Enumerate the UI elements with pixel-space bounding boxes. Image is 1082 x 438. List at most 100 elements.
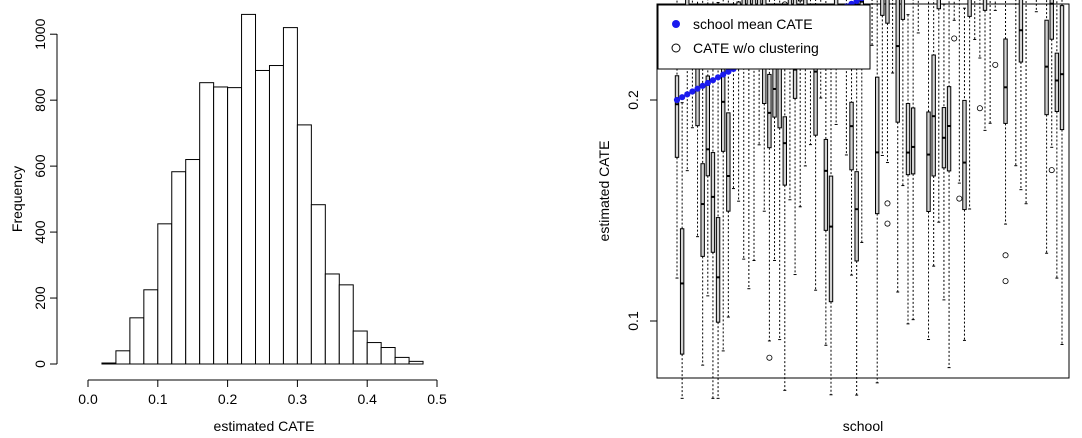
boxplot-box <box>726 112 731 212</box>
school-mean-point <box>673 96 681 104</box>
box-y-label: estimated CATE <box>596 141 612 242</box>
hist-x-label: estimated CATE <box>214 418 315 434</box>
outlier-point <box>1002 278 1009 285</box>
outlier-point <box>1048 167 1055 174</box>
boxplot-box <box>1049 0 1054 40</box>
hist-x-tick-label: 0.2 <box>218 391 238 407</box>
school-mean-point <box>709 77 717 84</box>
school-mean-point <box>714 74 722 81</box>
hist-y-tick-label: 0 <box>32 360 48 368</box>
school-mean-point <box>689 88 696 95</box>
legend-box <box>657 4 871 70</box>
boxplot-box <box>936 0 941 10</box>
boxplot-box <box>674 75 680 158</box>
histogram-bar <box>408 360 424 365</box>
hist-y-label: Frequency <box>9 166 25 232</box>
boxplot-box <box>1054 52 1060 113</box>
legend-label-school-mean: school mean CATE <box>693 16 813 32</box>
school-mean-point <box>679 94 686 101</box>
histogram-bar <box>143 289 159 365</box>
boxplot-box <box>910 107 916 175</box>
boxplot-box <box>905 103 911 176</box>
histogram-bar <box>213 86 229 365</box>
school-mean-point <box>720 71 727 78</box>
boxplot-box <box>885 0 890 24</box>
boxplot-box <box>967 0 972 17</box>
histogram-bar <box>157 223 173 365</box>
hist-y-tick-label: 400 <box>32 220 48 244</box>
outlier-point <box>766 354 773 361</box>
boxplot-box <box>849 101 854 171</box>
hist-y-tick-label: 800 <box>32 88 48 112</box>
boxplot-box <box>962 99 967 211</box>
hist-x-tick-label: 0.3 <box>288 391 308 407</box>
histogram-bar <box>352 330 368 365</box>
school-mean-point <box>853 0 860 5</box>
boxplot-box <box>710 152 716 253</box>
school-mean-point <box>699 82 706 89</box>
box-y-tick-label: 0.2 <box>625 90 641 110</box>
hist-x-tick-label: 0.1 <box>148 391 168 407</box>
boxplot-panel: 0.10.20.30.40.5 school mean CATE CATE w/… <box>596 0 1070 434</box>
histogram-bar <box>324 273 340 365</box>
boxplot-box <box>679 228 685 355</box>
histogram-bar <box>171 171 187 365</box>
hist-y-ticks: 0 200 400 600 800 1000 <box>32 18 57 368</box>
outlier-point <box>884 220 891 227</box>
hist-y-tick-label: 1000 <box>32 18 48 49</box>
outlier-point <box>1002 252 1009 259</box>
boxplot-box <box>1059 5 1065 131</box>
outlier-point <box>884 200 891 207</box>
histogram-bar <box>115 350 131 365</box>
hist-x-ticks: 0.0 0.1 0.2 0.3 0.4 0.5 <box>78 380 447 407</box>
histogram-bar <box>255 69 270 365</box>
hist-y-tick-label: 600 <box>32 154 48 178</box>
school-mean-point <box>859 0 865 2</box>
histogram-bar <box>101 362 117 365</box>
histogram-bar <box>129 317 145 365</box>
school-mean-point <box>704 79 711 87</box>
boxplot-box <box>982 0 988 11</box>
histogram-bar <box>366 342 382 365</box>
histogram-bar <box>282 27 298 365</box>
histogram-bar <box>268 65 284 365</box>
outlier-point <box>951 35 958 42</box>
histogram-panel: 0.0 0.1 0.2 0.3 0.4 0.5 0 200 400 600 800 1000 est… <box>9 13 447 434</box>
histogram-bar <box>227 87 243 365</box>
histogram-bar <box>199 82 215 365</box>
school-mean-point <box>725 68 732 75</box>
boxplot-box <box>1003 38 1008 124</box>
boxplot-box <box>803 0 808 6</box>
box-x-label: school <box>843 418 883 434</box>
histogram-bar <box>296 124 312 365</box>
outlier-point <box>976 105 983 112</box>
histogram-bar <box>310 204 326 365</box>
histogram-bar <box>394 356 410 365</box>
hist-x-tick-label: 0.5 <box>427 391 447 407</box>
box-y-tick-label: 0.1 <box>625 311 641 331</box>
boxplot-box <box>721 54 726 152</box>
boxplot-box <box>700 163 705 257</box>
legend: school mean CATE CATE w/o clustering <box>657 4 871 70</box>
histogram-bar <box>185 159 201 365</box>
box-y-ticks: 0.10.20.30.40.5 <box>625 90 657 331</box>
boxplot-box <box>705 75 710 177</box>
boxplot-box <box>715 217 721 323</box>
boxplot-box <box>880 0 885 16</box>
histogram-bar <box>380 347 396 365</box>
boxplot-box <box>828 175 834 303</box>
legend-filled-dot-icon <box>672 20 680 28</box>
legend-label-no-clustering: CATE w/o clustering <box>693 40 819 56</box>
school-mean-point <box>684 91 691 98</box>
histogram-bars <box>101 13 424 365</box>
outlier-point <box>992 61 999 68</box>
school-mean-point <box>694 85 701 92</box>
legend-open-circle-icon <box>671 43 681 53</box>
hist-y-tick-label: 200 <box>32 286 48 310</box>
histogram-bar <box>338 284 354 365</box>
outlier-point <box>956 195 963 202</box>
boxplot-box <box>875 76 880 215</box>
hist-x-tick-label: 0.4 <box>357 391 377 407</box>
boxplot-box <box>946 86 952 172</box>
